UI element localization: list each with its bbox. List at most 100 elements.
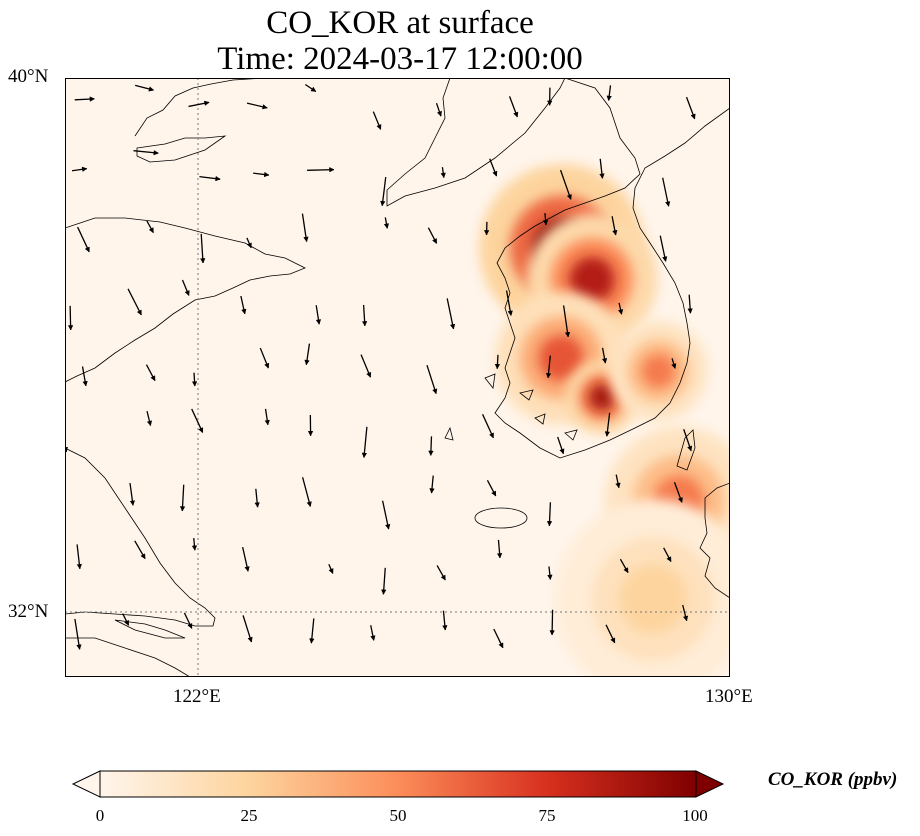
wind-arrow: [505, 290, 513, 317]
wind-arrow: [682, 604, 689, 622]
coastline-islands: [444, 373, 578, 441]
coastline-yangtze: [65, 637, 191, 677]
wind-arrow: [685, 96, 696, 120]
wind-arrow: [547, 566, 553, 581]
wind-arrow: [315, 305, 322, 325]
colorbar-min-extend: [71, 770, 101, 798]
wind-arrow: [381, 500, 391, 530]
wind-arrow: [659, 235, 668, 262]
lat-label-40N: 40°N: [8, 66, 49, 87]
wind-arrow: [493, 628, 504, 649]
wind-arrow: [663, 547, 672, 563]
lon-label-122E: 122°E: [173, 686, 221, 707]
wind-arrow: [361, 426, 368, 459]
colorbar-tick-100: 100: [682, 806, 708, 825]
wind-arrow: [81, 366, 88, 387]
wind-arrow: [662, 177, 671, 207]
wind-arrow: [605, 624, 616, 644]
wind-arrow: [240, 295, 247, 315]
co-hotspot-3-level-2: [589, 384, 615, 410]
wind-arrow: [127, 288, 142, 316]
wind-arrow: [428, 436, 434, 456]
coastline-kyushu: [699, 482, 730, 599]
wind-arrow: [615, 474, 621, 489]
wind-arrow: [76, 544, 83, 570]
colorbar-gradient: [99, 770, 697, 798]
colorbar-tick-75: 75: [538, 806, 556, 825]
wind-arrow: [301, 213, 309, 243]
wind-arrow: [246, 237, 252, 249]
wind-arrow: [440, 167, 446, 179]
wind-arrow: [259, 347, 270, 369]
wind-arrow: [133, 150, 159, 156]
wind-arrow: [67, 305, 74, 331]
wind-arrow: [328, 563, 334, 574]
wind-arrow: [542, 212, 549, 226]
coastline-liaodong: [134, 78, 266, 137]
wind-arrow: [191, 538, 198, 551]
wind-arrow: [673, 482, 683, 503]
wind-arrow: [547, 87, 553, 106]
wind-arrow: [687, 294, 693, 314]
coastline-shandong: [65, 217, 306, 383]
wind-arrow: [604, 412, 611, 437]
wind-arrow: [619, 558, 629, 574]
wind-arrow: [496, 539, 503, 559]
wind-arrow: [360, 354, 372, 378]
wind-arrow: [304, 343, 311, 366]
wind-arrow: [617, 302, 624, 315]
wind-arrow: [489, 158, 498, 177]
wind-arrow: [370, 625, 376, 641]
colorbar-tick-0: 0: [95, 806, 105, 825]
lat-label-32N: 32°N: [8, 601, 49, 622]
wind-arrow: [129, 482, 136, 506]
co-hotspot-6-level-2: [619, 564, 688, 634]
wind-arrow: [254, 488, 260, 508]
wind-arrow: [381, 567, 387, 595]
wind-arrow: [546, 502, 553, 527]
coastline-layer: [65, 78, 730, 677]
wind-vector-field: [65, 83, 696, 650]
coastline-yangtze-island: [114, 619, 186, 639]
map-title: CO_KOR at surface: [266, 5, 534, 41]
map-plot-area: [65, 78, 730, 677]
wind-arrow: [71, 166, 88, 172]
wind-arrow: [264, 408, 270, 426]
coastline-bohai-west: [136, 135, 227, 163]
wind-arrow: [307, 167, 335, 173]
coastline-korea-north: [494, 78, 730, 459]
wind-arrow: [508, 96, 519, 118]
wind-arrow: [545, 355, 552, 379]
wind-arrow: [74, 96, 95, 102]
map-border: [65, 78, 730, 677]
wind-arrow: [429, 475, 435, 494]
wind-arrow: [122, 613, 130, 626]
wind-arrow: [562, 305, 571, 338]
wind-arrow: [77, 226, 90, 253]
wind-arrow: [183, 612, 193, 629]
lon-label-130E: 130°E: [705, 686, 753, 707]
wind-arrow: [611, 216, 618, 236]
wind-arrow: [559, 169, 572, 200]
wind-arrow: [671, 358, 677, 369]
wind-arrow: [309, 618, 315, 644]
co-hotspot-4-level-2: [641, 353, 676, 389]
coastline-jeju: [474, 507, 528, 529]
wind-arrow: [301, 477, 312, 508]
coastline-liaodong-peninsula: [386, 78, 566, 207]
map-time-subtitle: Time: 2024-03-17 12:00:00: [217, 41, 583, 77]
wind-arrow: [483, 221, 490, 236]
co-concentration-field: [479, 164, 730, 677]
wind-arrow: [601, 347, 608, 364]
co-hotspot-2-level-2: [538, 335, 584, 381]
co-hotspot-1-level-2: [569, 256, 615, 303]
wind-arrow: [179, 484, 186, 512]
colorbar-max-extend: [695, 770, 725, 798]
wind-arrow: [191, 372, 198, 387]
wind-arrow: [486, 480, 497, 497]
wind-arrow: [446, 298, 456, 330]
wind-arrow: [199, 175, 221, 182]
wind-arrow: [549, 609, 555, 636]
colorbar: [71, 770, 725, 798]
wind-arrow: [146, 410, 153, 427]
